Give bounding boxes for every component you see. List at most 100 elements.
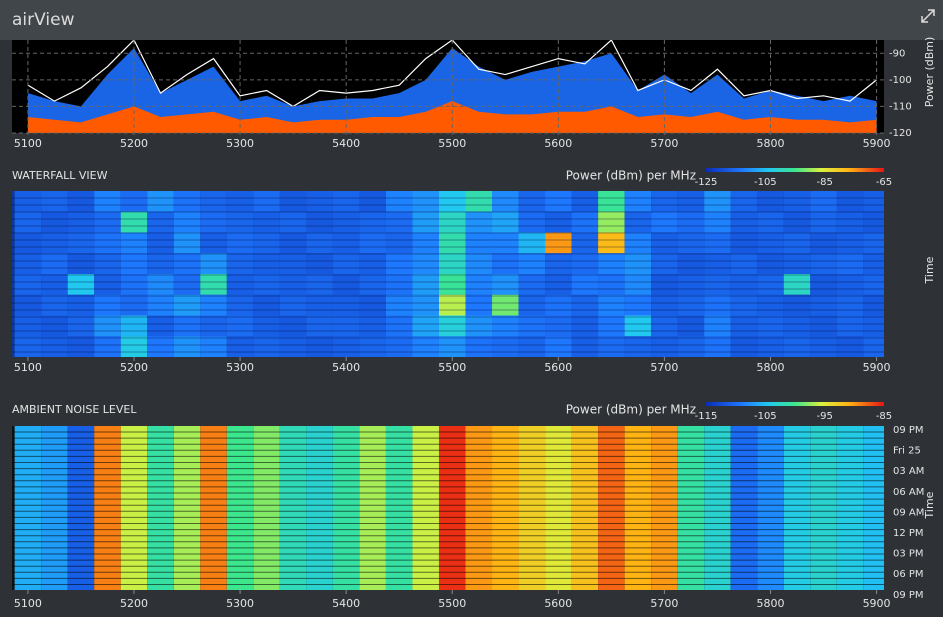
y-tick-label: -100 — [889, 75, 912, 86]
heat-cell — [731, 233, 758, 254]
heat-cell — [68, 253, 95, 274]
heat-cell — [492, 336, 519, 357]
y-tick-label: -110 — [889, 101, 912, 112]
heat-cell — [784, 191, 811, 212]
heat-cell — [784, 295, 811, 316]
heat-cell — [466, 274, 493, 295]
heat-cell — [68, 212, 95, 233]
heat-cell — [147, 191, 174, 212]
heat-cell — [227, 295, 254, 316]
heat-cell — [306, 253, 333, 274]
heat-cell — [439, 212, 466, 233]
heat-cell — [386, 191, 413, 212]
legend-tick-label: -85 — [816, 177, 832, 188]
heat-cell — [439, 191, 466, 212]
heat-cell — [598, 233, 625, 254]
heat-cell — [651, 212, 678, 233]
x-tick-label: 5800 — [756, 597, 784, 610]
heat-cell — [386, 212, 413, 233]
heat-cell — [147, 233, 174, 254]
heat-cell — [359, 316, 386, 337]
heat-cell — [439, 316, 466, 337]
x-tick-label: 5800 — [756, 137, 784, 150]
heat-cell — [837, 274, 864, 295]
heat-cell — [359, 233, 386, 254]
heat-cell — [94, 191, 121, 212]
heat-cell — [757, 316, 784, 337]
y-tick-label: 06 PM — [893, 569, 924, 580]
heat-cell — [545, 212, 572, 233]
x-tick-label: 5900 — [863, 137, 891, 150]
heat-cell — [121, 336, 148, 357]
heat-cell — [306, 191, 333, 212]
heat-cell — [253, 336, 280, 357]
y-tick-label: 06 AM — [893, 487, 924, 498]
x-tick-label: 5700 — [650, 361, 678, 374]
heat-cell — [492, 316, 519, 337]
heat-cell — [784, 212, 811, 233]
heat-cell — [651, 336, 678, 357]
heat-cell — [784, 316, 811, 337]
heat-cell — [94, 233, 121, 254]
heat-cell — [227, 191, 254, 212]
heat-cell — [412, 274, 439, 295]
heat-cell — [598, 295, 625, 316]
x-tick-label: 5700 — [650, 137, 678, 150]
heat-cell — [625, 253, 652, 274]
heat-cell — [174, 274, 201, 295]
heat-cell — [625, 191, 652, 212]
heat-cell — [625, 336, 652, 357]
heat-cell — [306, 316, 333, 337]
heat-cell — [121, 191, 148, 212]
heat-cell — [651, 295, 678, 316]
heat-cell — [200, 253, 227, 274]
heat-cell — [147, 316, 174, 337]
heat-cell — [863, 212, 884, 233]
heat-cell — [757, 191, 784, 212]
heat-cell — [810, 295, 837, 316]
heat-cell — [863, 253, 884, 274]
heat-cell — [439, 295, 466, 316]
heat-cell — [439, 336, 466, 357]
heat-cell — [439, 253, 466, 274]
heat-cell — [94, 253, 121, 274]
x-tick-label: 5100 — [14, 597, 42, 610]
heat-cell — [757, 295, 784, 316]
heat-cell — [68, 274, 95, 295]
y-tick-label: 03 AM — [893, 466, 924, 477]
x-tick-label: 5500 — [438, 597, 466, 610]
heat-cell — [492, 212, 519, 233]
heat-cell — [68, 336, 95, 357]
heat-cell — [837, 212, 864, 233]
heat-cell — [519, 336, 546, 357]
heat-cell — [545, 191, 572, 212]
heat-cell — [333, 191, 360, 212]
heat-cell — [810, 274, 837, 295]
heat-cell — [94, 274, 121, 295]
heat-cell — [359, 253, 386, 274]
heat-cell — [757, 336, 784, 357]
heat-cell — [651, 316, 678, 337]
heat-cell — [625, 316, 652, 337]
heat-cell — [810, 336, 837, 357]
heat-cell — [572, 316, 599, 337]
heat-cell — [227, 253, 254, 274]
heat-cell — [678, 295, 705, 316]
heat-cell — [147, 253, 174, 274]
x-tick-label: 5100 — [14, 361, 42, 374]
heat-cell — [333, 274, 360, 295]
heat-cell — [333, 212, 360, 233]
heat-cell — [68, 191, 95, 212]
heat-cell — [253, 274, 280, 295]
heat-cell — [200, 295, 227, 316]
heat-cell — [15, 253, 42, 274]
x-tick-label: 5500 — [438, 137, 466, 150]
heat-cell — [704, 253, 731, 274]
heat-cell — [545, 336, 572, 357]
heat-cell — [200, 212, 227, 233]
legend-tick-label: -125 — [695, 177, 718, 188]
heat-cell — [280, 295, 307, 316]
heat-cell — [386, 316, 413, 337]
heat-cell — [837, 336, 864, 357]
header-bar — [0, 0, 943, 40]
